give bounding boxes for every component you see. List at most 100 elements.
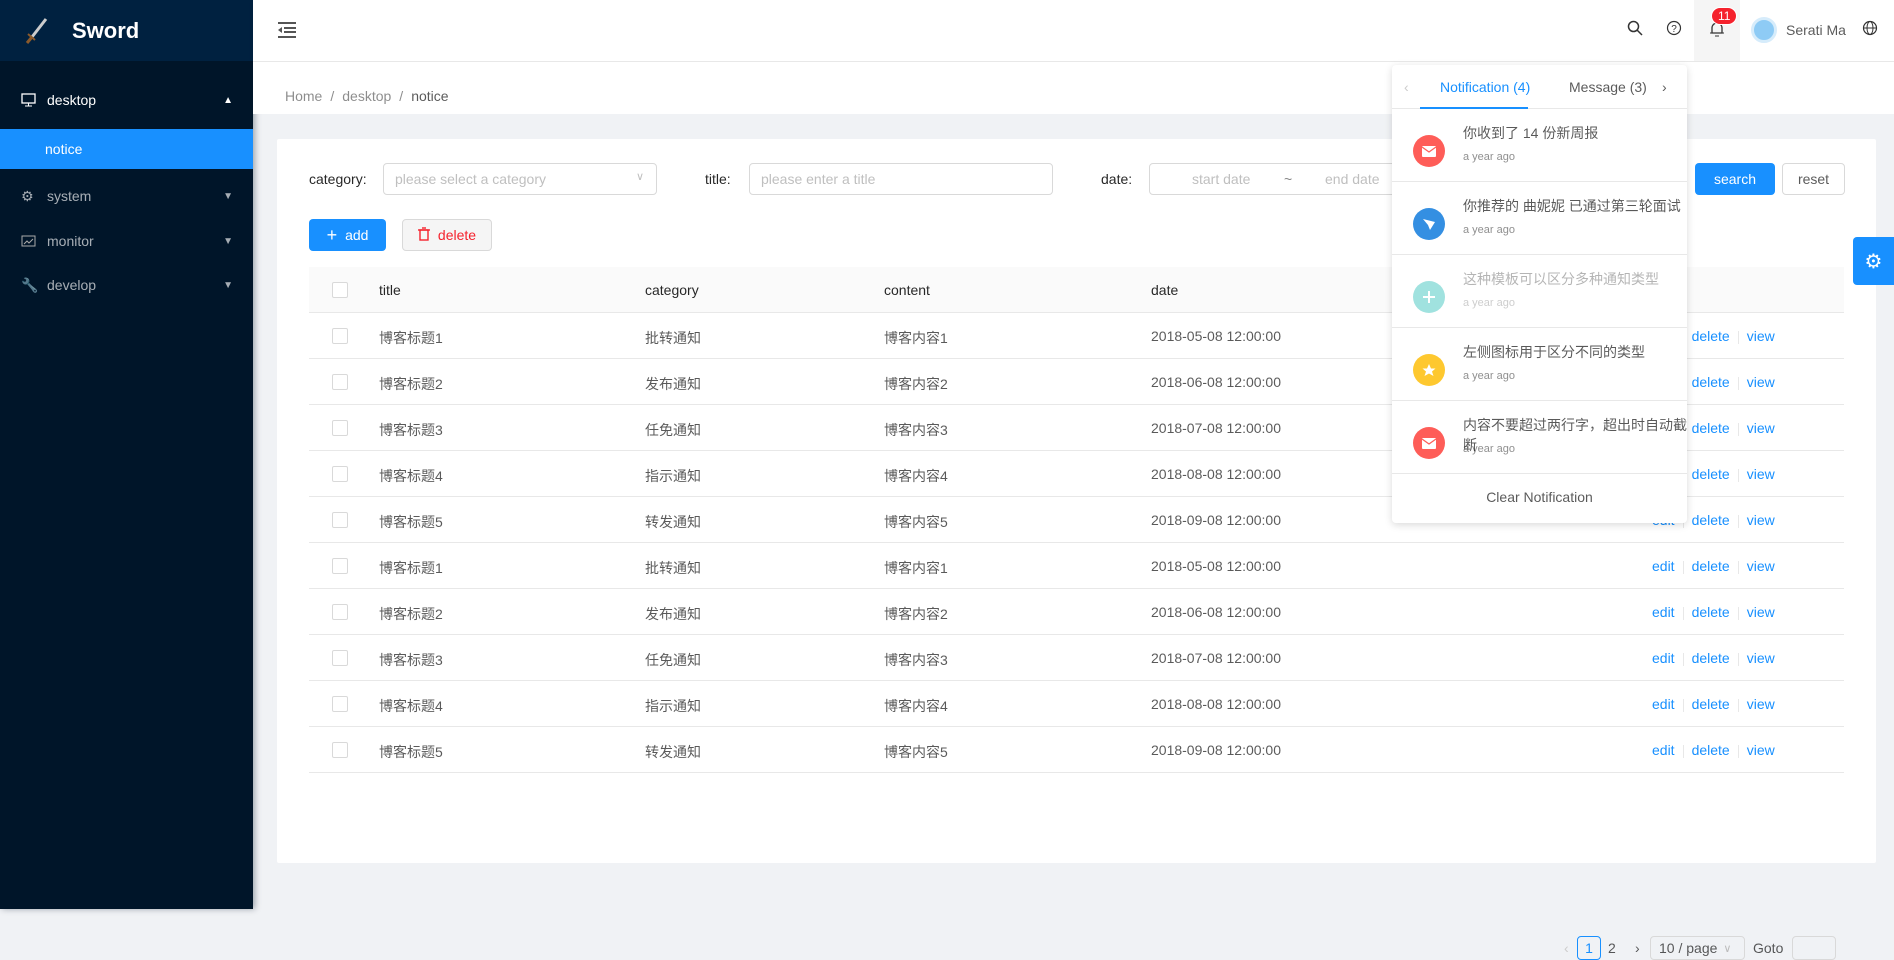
- edit-link[interactable]: edit: [1652, 604, 1675, 620]
- sidebar-item-develop[interactable]: 🔧 develop ▼: [0, 265, 253, 305]
- search-icon[interactable]: [1627, 20, 1643, 39]
- view-link[interactable]: view: [1746, 512, 1775, 528]
- delete-link[interactable]: delete: [1691, 696, 1730, 712]
- page-1-button[interactable]: 1: [1577, 936, 1601, 960]
- cell-title: 博客标题1: [379, 330, 443, 346]
- chevron-down-icon: ▼: [223, 235, 233, 247]
- row-checkbox[interactable]: [332, 650, 348, 666]
- view-link[interactable]: view: [1746, 328, 1775, 344]
- globe-icon[interactable]: [1862, 20, 1878, 39]
- avatar[interactable]: [1751, 17, 1777, 43]
- delete-link[interactable]: delete: [1691, 604, 1730, 620]
- mail-icon: [1413, 135, 1445, 167]
- end-date-input[interactable]: end date: [1325, 171, 1380, 187]
- sidebar-item-monitor[interactable]: monitor ▼: [0, 221, 253, 261]
- start-date-input[interactable]: start date: [1192, 171, 1251, 187]
- row-checkbox[interactable]: [332, 420, 348, 436]
- delete-link[interactable]: delete: [1691, 420, 1730, 436]
- sidebar-item-desktop[interactable]: desktop ▲: [0, 80, 253, 120]
- question-icon[interactable]: ?: [1666, 20, 1682, 39]
- mail-icon: [1413, 427, 1445, 459]
- category-select[interactable]: please select a category ∨: [383, 163, 657, 195]
- view-link[interactable]: view: [1746, 604, 1775, 620]
- edit-link[interactable]: edit: [1652, 696, 1675, 712]
- title-input[interactable]: please enter a title: [749, 163, 1053, 195]
- view-link[interactable]: view: [1746, 742, 1775, 758]
- row-checkbox[interactable]: [332, 558, 348, 574]
- delete-link[interactable]: delete: [1691, 558, 1730, 574]
- cell-date: 2018-08-08 12:00:00: [1151, 696, 1281, 712]
- notification-item[interactable]: 这种模板可以区分多种通知类型 a year ago: [1392, 255, 1687, 328]
- view-link[interactable]: view: [1746, 696, 1775, 712]
- send-icon: [1413, 208, 1445, 240]
- clear-notification-button[interactable]: Clear Notification: [1486, 489, 1593, 505]
- delete-link[interactable]: delete: [1691, 328, 1730, 344]
- menu-fold-icon[interactable]: [278, 22, 296, 41]
- delete-link[interactable]: delete: [1691, 466, 1730, 482]
- tab-next-icon[interactable]: ›: [1662, 79, 1667, 95]
- column-content[interactable]: content: [884, 282, 930, 298]
- view-link[interactable]: view: [1746, 374, 1775, 390]
- select-all-checkbox[interactable]: [332, 282, 348, 298]
- row-actions: edit delete view: [1652, 742, 1775, 758]
- page-2-button[interactable]: 2: [1608, 940, 1616, 956]
- settings-drawer-button[interactable]: ⚙: [1853, 237, 1894, 285]
- delete-link[interactable]: delete: [1691, 650, 1730, 666]
- delete-link[interactable]: delete: [1691, 742, 1730, 758]
- sidebar-item-notice[interactable]: notice: [0, 129, 253, 169]
- notification-bell-button[interactable]: 11: [1694, 0, 1740, 61]
- tab-prev-icon[interactable]: ‹: [1404, 79, 1409, 95]
- breadcrumb-desktop[interactable]: desktop: [342, 88, 392, 104]
- search-button[interactable]: search: [1695, 163, 1775, 195]
- cell-category: 批转通知: [645, 330, 701, 346]
- row-checkbox[interactable]: [332, 512, 348, 528]
- cell-title: 博客标题4: [379, 468, 443, 484]
- prev-page-button[interactable]: ‹: [1564, 940, 1569, 956]
- edit-link[interactable]: edit: [1652, 742, 1675, 758]
- tab-notification[interactable]: Notification (4): [1440, 79, 1531, 95]
- notification-item[interactable]: 你收到了 14 份新周报 a year ago: [1392, 109, 1687, 182]
- logo[interactable]: Sword: [0, 0, 253, 61]
- edit-link[interactable]: edit: [1652, 558, 1675, 574]
- row-checkbox[interactable]: [332, 374, 348, 390]
- sidebar-item-label: desktop: [47, 92, 97, 108]
- row-actions: edit delete view: [1652, 650, 1775, 666]
- cell-content: 博客内容1: [884, 560, 948, 576]
- column-category[interactable]: category: [645, 282, 699, 298]
- delete-button[interactable]: delete: [402, 219, 492, 251]
- row-checkbox[interactable]: [332, 696, 348, 712]
- notification-item[interactable]: 内容不要超过两行字，超出时自动截断 a year ago: [1392, 401, 1687, 474]
- next-page-button[interactable]: ›: [1635, 940, 1640, 956]
- row-checkbox[interactable]: [332, 466, 348, 482]
- add-button[interactable]: + add: [309, 219, 386, 251]
- column-date[interactable]: date: [1151, 282, 1179, 298]
- tab-message[interactable]: Message (3): [1569, 79, 1647, 95]
- cell-category: 发布通知: [645, 376, 701, 392]
- row-checkbox[interactable]: [332, 328, 348, 344]
- view-link[interactable]: view: [1746, 466, 1775, 482]
- breadcrumb-home[interactable]: Home: [285, 88, 323, 104]
- cell-content: 博客内容5: [884, 514, 948, 530]
- notification-item[interactable]: 你推荐的 曲妮妮 已通过第三轮面试 a year ago: [1392, 182, 1687, 255]
- notification-title: 你推荐的 曲妮妮 已通过第三轮面试: [1463, 198, 1681, 214]
- user-name[interactable]: Serati Ma: [1786, 22, 1846, 38]
- column-title[interactable]: title: [379, 282, 401, 298]
- category-label: category:: [309, 171, 367, 187]
- reset-button[interactable]: reset: [1782, 163, 1845, 195]
- row-checkbox[interactable]: [332, 604, 348, 620]
- title-placeholder: please enter a title: [761, 171, 876, 187]
- sidebar-item-system[interactable]: ⚙ system ▼: [0, 176, 253, 216]
- row-checkbox[interactable]: [332, 742, 348, 758]
- edit-link[interactable]: edit: [1652, 650, 1675, 666]
- page-size-value: 10 / page: [1659, 940, 1718, 956]
- page-size-select[interactable]: 10 / page ∨: [1650, 936, 1745, 960]
- view-link[interactable]: view: [1746, 650, 1775, 666]
- cell-date: 2018-06-08 12:00:00: [1151, 374, 1281, 390]
- delete-link[interactable]: delete: [1691, 512, 1730, 528]
- goto-input[interactable]: [1792, 936, 1836, 960]
- view-link[interactable]: view: [1746, 420, 1775, 436]
- delete-link[interactable]: delete: [1691, 374, 1730, 390]
- notification-item[interactable]: 左侧图标用于区分不同的类型 a year ago: [1392, 328, 1687, 401]
- view-link[interactable]: view: [1746, 558, 1775, 574]
